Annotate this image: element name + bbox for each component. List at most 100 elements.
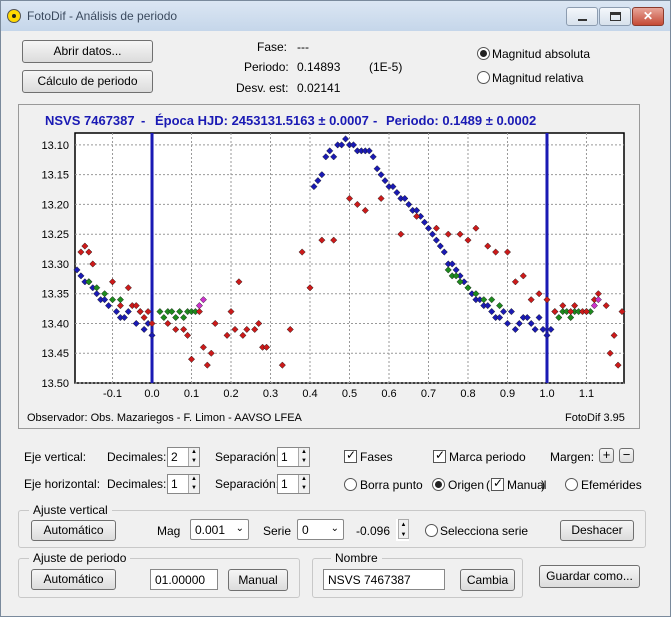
margin-minus-icon[interactable]: − xyxy=(619,448,634,463)
minimize-button[interactable] xyxy=(566,7,598,26)
x-tick-label: 0.5 xyxy=(342,388,357,400)
period-value-input[interactable]: 01.00000 xyxy=(150,569,218,590)
x-tick-label: 0.4 xyxy=(302,388,317,400)
y-tick-label: 13.40 xyxy=(41,318,69,330)
mag-value: 0.001 xyxy=(195,523,225,537)
period-mark-checkbox[interactable] xyxy=(433,450,446,463)
relative-magnitude-radio[interactable] xyxy=(477,71,490,84)
y-tick-label: 13.10 xyxy=(41,140,69,152)
header-sep-1: - xyxy=(141,113,145,128)
name-group-title: Nombre xyxy=(331,551,382,565)
vertical-axis-label: Eje vertical: xyxy=(24,450,86,464)
series-label: Serie xyxy=(263,524,291,538)
phases-checkbox[interactable] xyxy=(344,450,357,463)
undo-button[interactable]: Deshacer xyxy=(560,520,634,541)
x-tick-label: 1.1 xyxy=(579,388,594,400)
x-tick-label: 0.9 xyxy=(500,388,515,400)
v-separation-spinner[interactable]: 1 ▲ ▼ xyxy=(277,447,310,467)
period-error: (1E-5) xyxy=(369,60,402,74)
period-manual-button[interactable]: Manual xyxy=(228,569,288,591)
mag-select[interactable]: 0.001 ⌄ xyxy=(190,519,249,540)
std-label: Desv. est: xyxy=(236,81,288,95)
change-name-button[interactable]: Cambia xyxy=(460,569,515,591)
maximize-button[interactable] xyxy=(599,7,631,26)
ephemerides-label: Efemérides xyxy=(581,478,642,492)
version-text: FotoDif 3.95 xyxy=(565,412,625,424)
select-series-radio[interactable] xyxy=(425,524,438,537)
axes-controls xyxy=(18,440,646,500)
x-tick-label: 1.0 xyxy=(539,388,554,400)
calc-period-button[interactable]: Cálculo de periodo xyxy=(22,70,153,93)
origin-radio[interactable] xyxy=(432,478,445,491)
x-tick-label: 0.2 xyxy=(223,388,238,400)
remove-point-label: Borra punto xyxy=(360,478,423,492)
std-value: 0.02141 xyxy=(297,81,340,95)
manual-paren-close: ) xyxy=(541,478,545,492)
absolute-magnitude-label: Magnitud absoluta xyxy=(492,47,590,61)
name-input[interactable]: NSVS 7467387 xyxy=(323,569,445,590)
h-decimals-value: 1 xyxy=(171,477,178,491)
h-separation-spinner[interactable]: 1 ▲ ▼ xyxy=(277,474,310,494)
offset-spinner[interactable]: ▲ ▼ xyxy=(396,519,409,541)
phase-value: --- xyxy=(297,40,309,54)
spinner-arrows-icon[interactable]: ▲ ▼ xyxy=(298,448,309,466)
plot-panel: NSVS 7467387 - Época HJD: 2453131.5163 ±… xyxy=(18,104,640,429)
x-tick-label: 0.6 xyxy=(381,388,396,400)
observer-text: Observador: Obs. Mazariegos - F. Limon -… xyxy=(27,412,303,424)
close-icon: ✕ xyxy=(633,8,663,25)
x-tick-label: 0.7 xyxy=(421,388,436,400)
ephemerides-radio[interactable] xyxy=(565,478,578,491)
vertical-auto-button[interactable]: Automático xyxy=(31,520,116,541)
chevron-down-icon: ⌄ xyxy=(331,523,339,534)
app-icon xyxy=(7,9,21,23)
remove-point-radio[interactable] xyxy=(344,478,357,491)
mag-label: Mag xyxy=(157,524,180,538)
v-decimals-label: Decimales: xyxy=(107,450,166,464)
absolute-magnitude-radio[interactable] xyxy=(477,47,490,60)
y-tick-label: 13.45 xyxy=(41,348,69,360)
v-decimals-spinner[interactable]: 2 ▲ ▼ xyxy=(167,447,200,467)
y-tick-label: 13.15 xyxy=(41,170,69,182)
offset-value: -0.096 xyxy=(356,524,390,538)
v-separation-value: 1 xyxy=(281,450,288,464)
period-fit-title: Ajuste de periodo xyxy=(29,551,130,565)
y-tick-label: 13.20 xyxy=(41,199,69,211)
manual-checkbox[interactable] xyxy=(491,478,504,491)
save-as-button[interactable]: Guardar como... xyxy=(539,565,640,588)
manual-paren-open: ( xyxy=(486,478,490,492)
period-auto-button[interactable]: Automático xyxy=(31,569,116,590)
h-decimals-spinner[interactable]: 1 ▲ ▼ xyxy=(167,474,200,494)
series-value: 0 xyxy=(302,523,309,537)
close-button[interactable]: ✕ xyxy=(632,7,664,26)
x-tick-label: 0.8 xyxy=(460,388,475,400)
spinner-arrows-icon[interactable]: ▲ ▼ xyxy=(188,448,199,466)
y-tick-label: 13.50 xyxy=(41,378,69,390)
x-tick-label: -0.1 xyxy=(103,388,122,400)
h-separation-label: Separación: xyxy=(215,477,279,491)
period-text: Periodo: 0.1489 ± 0.0002 xyxy=(386,113,536,128)
margin-plus-icon[interactable]: + xyxy=(599,448,614,463)
period-mark-label: Marca periodo xyxy=(449,450,526,464)
relative-magnitude-label: Magnitud relativa xyxy=(492,71,583,85)
v-separation-label: Separación: xyxy=(215,450,279,464)
light-curve-chart: NSVS 7467387 - Época HJD: 2453131.5163 ±… xyxy=(19,105,639,428)
spinner-arrows-icon[interactable]: ▲ ▼ xyxy=(188,475,199,493)
x-tick-label: 0.3 xyxy=(263,388,278,400)
spinner-arrows-icon[interactable]: ▲ ▼ xyxy=(398,519,409,539)
x-tick-label: 0.1 xyxy=(184,388,199,400)
y-tick-label: 13.35 xyxy=(41,289,69,301)
spinner-arrows-icon[interactable]: ▲ ▼ xyxy=(298,475,309,493)
series-select[interactable]: 0 ⌄ xyxy=(297,519,344,540)
origin-label: Origen xyxy=(448,478,484,492)
open-data-button[interactable]: Abrir datos... xyxy=(22,40,153,63)
header-sep-2: - xyxy=(373,113,377,128)
maximize-icon xyxy=(610,12,621,21)
horizontal-axis-label: Eje horizontal: xyxy=(24,477,100,491)
y-tick-label: 13.25 xyxy=(41,229,69,241)
period-value: 0.14893 xyxy=(297,60,340,74)
chevron-down-icon: ⌄ xyxy=(236,523,244,534)
title-bar: FotoDif - Análisis de periodo ✕ xyxy=(1,1,670,31)
vertical-fit-title: Ajuste vertical xyxy=(29,503,112,517)
epoch-text: Época HJD: 2453131.5163 ± 0.0007 xyxy=(155,113,369,128)
